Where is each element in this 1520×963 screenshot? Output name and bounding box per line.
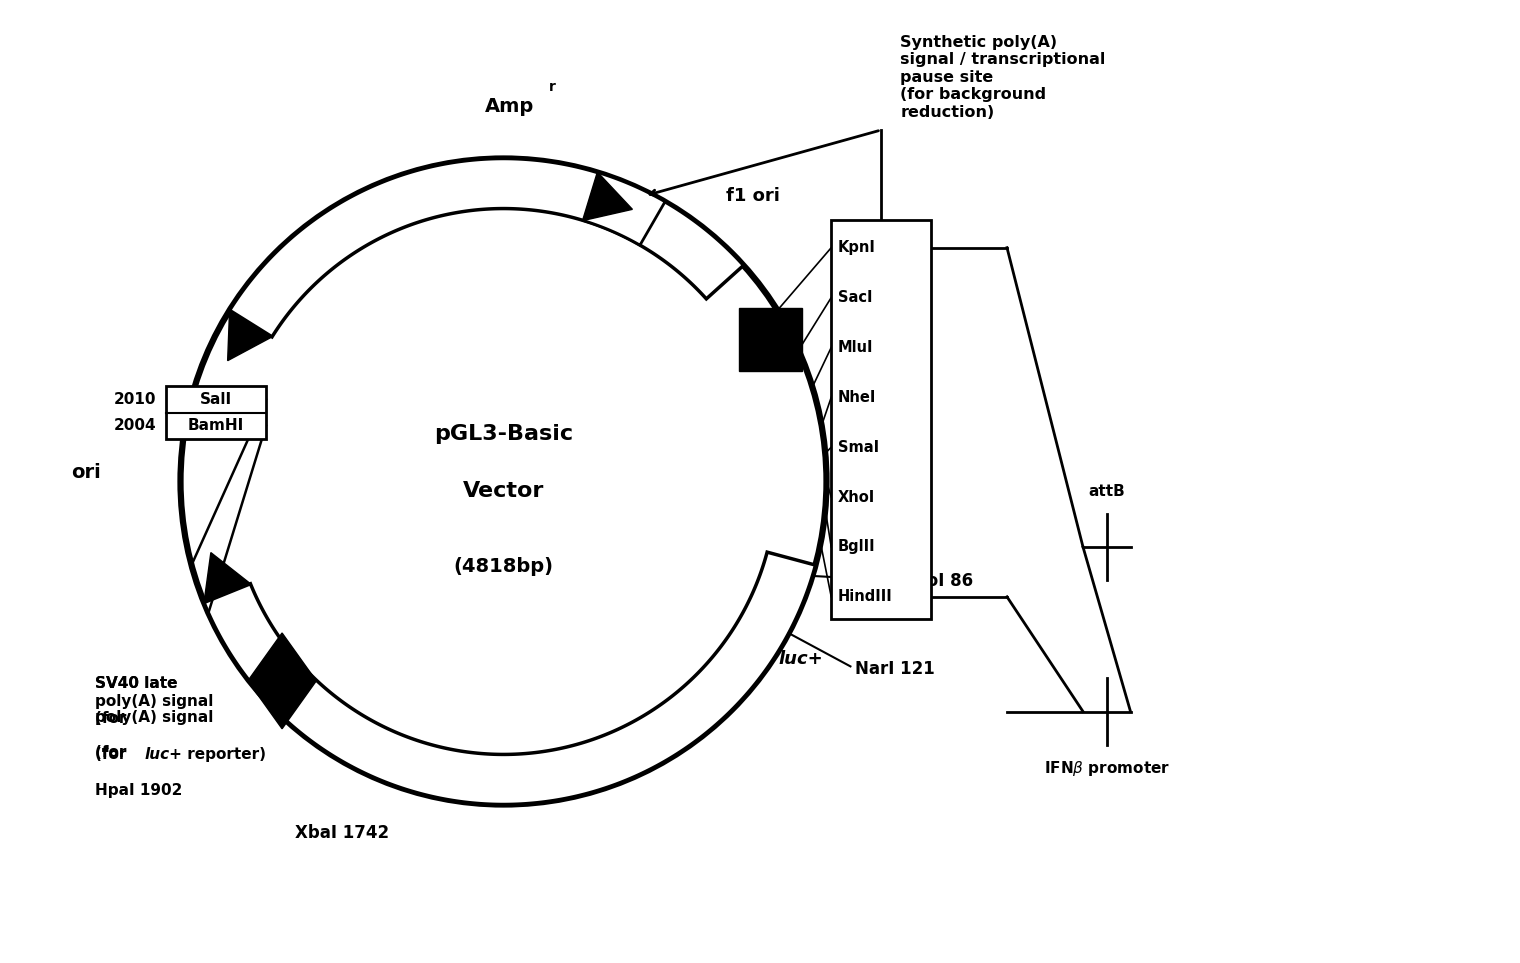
- Polygon shape: [739, 308, 803, 371]
- Text: XhoI: XhoI: [838, 489, 876, 505]
- Text: IFN$\beta$ promoter: IFN$\beta$ promoter: [1044, 759, 1170, 778]
- Text: (for: (for: [94, 744, 132, 760]
- Text: 2010: 2010: [114, 392, 157, 407]
- Text: r: r: [549, 80, 556, 94]
- Text: Synthetic poly(A)
signal / transcriptional
pause site
(for background
reduction): Synthetic poly(A) signal / transcription…: [900, 35, 1105, 119]
- Polygon shape: [584, 172, 666, 246]
- Bar: [166, 386, 266, 439]
- Text: (for: (for: [94, 746, 132, 762]
- Text: SV40 late: SV40 late: [94, 676, 178, 691]
- Text: NarI 121: NarI 121: [856, 661, 935, 678]
- Text: KpnI: KpnI: [838, 240, 876, 255]
- Text: BglII: BglII: [838, 539, 876, 555]
- Polygon shape: [584, 172, 632, 221]
- Text: (4818bp): (4818bp): [453, 558, 553, 577]
- Text: poly(A) signal: poly(A) signal: [94, 711, 213, 725]
- Text: ori: ori: [70, 462, 100, 482]
- Polygon shape: [204, 552, 816, 804]
- Bar: [831, 221, 930, 619]
- Text: MluI: MluI: [838, 340, 874, 355]
- Text: attB: attB: [1088, 484, 1125, 500]
- Text: XbaI 1742: XbaI 1742: [295, 823, 389, 842]
- Text: HpaI 1902: HpaI 1902: [94, 783, 182, 797]
- Polygon shape: [230, 159, 743, 337]
- Text: Vector: Vector: [462, 481, 544, 501]
- Text: luc+: luc+: [144, 746, 182, 762]
- Text: luc+: luc+: [778, 650, 822, 668]
- Text: Amp: Amp: [485, 96, 534, 116]
- Text: SalI: SalI: [201, 392, 233, 407]
- Text: HindIII: HindIII: [838, 589, 892, 605]
- Text: f1 ori: f1 ori: [727, 187, 780, 204]
- Text: SacI: SacI: [838, 290, 872, 305]
- Text: pGL3-Basic: pGL3-Basic: [433, 424, 573, 444]
- Text: SV40 late
poly(A) signal
(for: SV40 late poly(A) signal (for: [94, 676, 213, 726]
- Text: NcoI 86: NcoI 86: [903, 572, 973, 589]
- Text: SmaI: SmaI: [838, 440, 879, 455]
- Polygon shape: [248, 633, 316, 729]
- Text: NheI: NheI: [838, 390, 876, 404]
- Text: BamHI: BamHI: [188, 418, 245, 433]
- Polygon shape: [204, 553, 251, 603]
- Text: 2004: 2004: [114, 418, 157, 433]
- Text: reporter): reporter): [182, 746, 266, 762]
- Polygon shape: [228, 310, 272, 361]
